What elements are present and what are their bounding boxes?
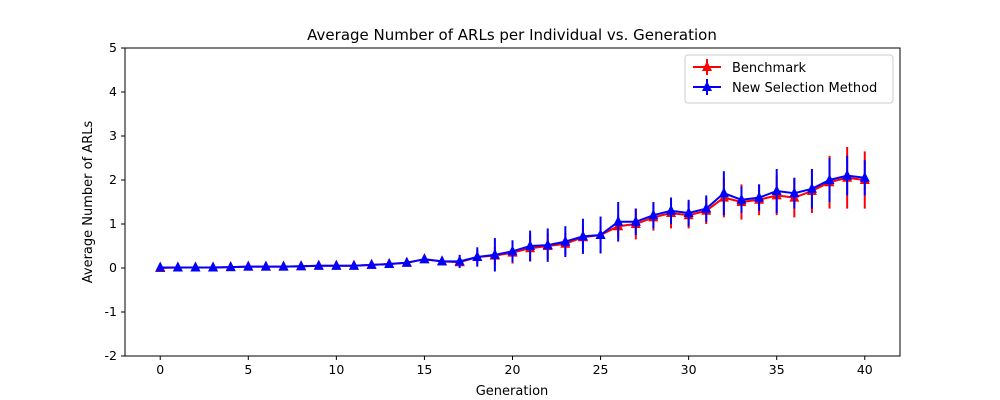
legend-label-new-selection: New Selection Method xyxy=(732,81,877,96)
legend-frame xyxy=(684,54,894,104)
data-point-new-selection xyxy=(278,260,289,271)
data-point-new-selection xyxy=(401,256,412,267)
legend: Benchmark New Selection Method xyxy=(684,54,894,104)
data-point-new-selection xyxy=(789,187,800,198)
data-point-new-selection xyxy=(754,191,765,202)
data-point-new-selection xyxy=(366,258,377,269)
data-point-new-selection xyxy=(542,239,553,250)
data-point-new-selection xyxy=(419,253,430,264)
data-point-new-selection xyxy=(507,245,518,256)
data-point-new-selection xyxy=(736,193,747,204)
data-point-new-selection xyxy=(208,261,219,272)
y-tick-label: 4 xyxy=(109,84,117,99)
x-tick-label: 25 xyxy=(593,362,609,377)
data-point-new-selection xyxy=(313,259,324,270)
y-tick-label: 2 xyxy=(109,172,117,187)
data-point-new-selection xyxy=(701,202,712,213)
data-point-new-selection xyxy=(172,261,183,272)
y-axis-label: Average Number of ARLs xyxy=(81,121,96,284)
data-point-new-selection xyxy=(454,255,465,266)
x-axis-label: Generation xyxy=(476,384,549,399)
data-point-new-selection xyxy=(155,261,166,272)
data-point-new-selection xyxy=(296,260,307,271)
data-point-new-selection xyxy=(525,240,536,250)
data-point-new-selection xyxy=(190,261,201,272)
y-tick-label: -1 xyxy=(105,304,117,319)
data-point-new-selection xyxy=(243,260,254,271)
x-tick-label: 30 xyxy=(681,362,697,377)
data-point-new-selection xyxy=(472,251,483,261)
x-tick-label: 0 xyxy=(156,362,164,377)
y-tick-label: 1 xyxy=(109,216,117,231)
plot-area-frame xyxy=(124,47,901,357)
data-point-new-selection xyxy=(437,255,448,266)
data-point-new-selection xyxy=(806,182,817,193)
legend-marker-benchmark xyxy=(702,61,712,71)
x-tick-label: 20 xyxy=(505,362,521,377)
data-point-new-selection xyxy=(824,174,835,184)
data-point-new-selection xyxy=(260,260,271,271)
y-tick-label: 5 xyxy=(109,40,117,55)
legend-label-benchmark: Benchmark xyxy=(732,61,807,76)
data-point-new-selection xyxy=(648,209,659,220)
data-point-new-selection xyxy=(718,187,729,198)
data-point-new-selection xyxy=(630,215,641,226)
x-tick-label: 10 xyxy=(328,362,344,377)
x-tick-label: 15 xyxy=(416,362,432,377)
y-tick-label: 3 xyxy=(109,128,117,143)
y-tick-label: -2 xyxy=(105,348,117,363)
data-point-new-selection xyxy=(771,185,782,195)
data-point-new-selection xyxy=(859,171,870,182)
data-point-new-selection xyxy=(683,207,694,217)
x-tick-label: 5 xyxy=(244,362,252,377)
chart-title: Average Number of ARLs per Individual vs… xyxy=(307,26,717,44)
data-point-new-selection xyxy=(842,169,853,180)
x-tick-label: 35 xyxy=(769,362,785,377)
data-point-new-selection xyxy=(348,259,359,270)
data-point-new-selection xyxy=(331,259,342,270)
data-point-new-selection xyxy=(489,248,500,259)
data-point-new-selection xyxy=(613,215,624,226)
data-point-new-selection xyxy=(384,258,395,269)
legend-marker-new-selection xyxy=(702,81,712,91)
x-tick-label: 40 xyxy=(857,362,873,377)
data-point-new-selection xyxy=(577,230,588,241)
data-point-new-selection xyxy=(595,229,606,239)
data-point-new-selection xyxy=(666,204,677,215)
data-point-new-selection xyxy=(225,261,236,272)
data-point-new-selection xyxy=(560,235,571,246)
y-tick-label: 0 xyxy=(109,260,117,275)
